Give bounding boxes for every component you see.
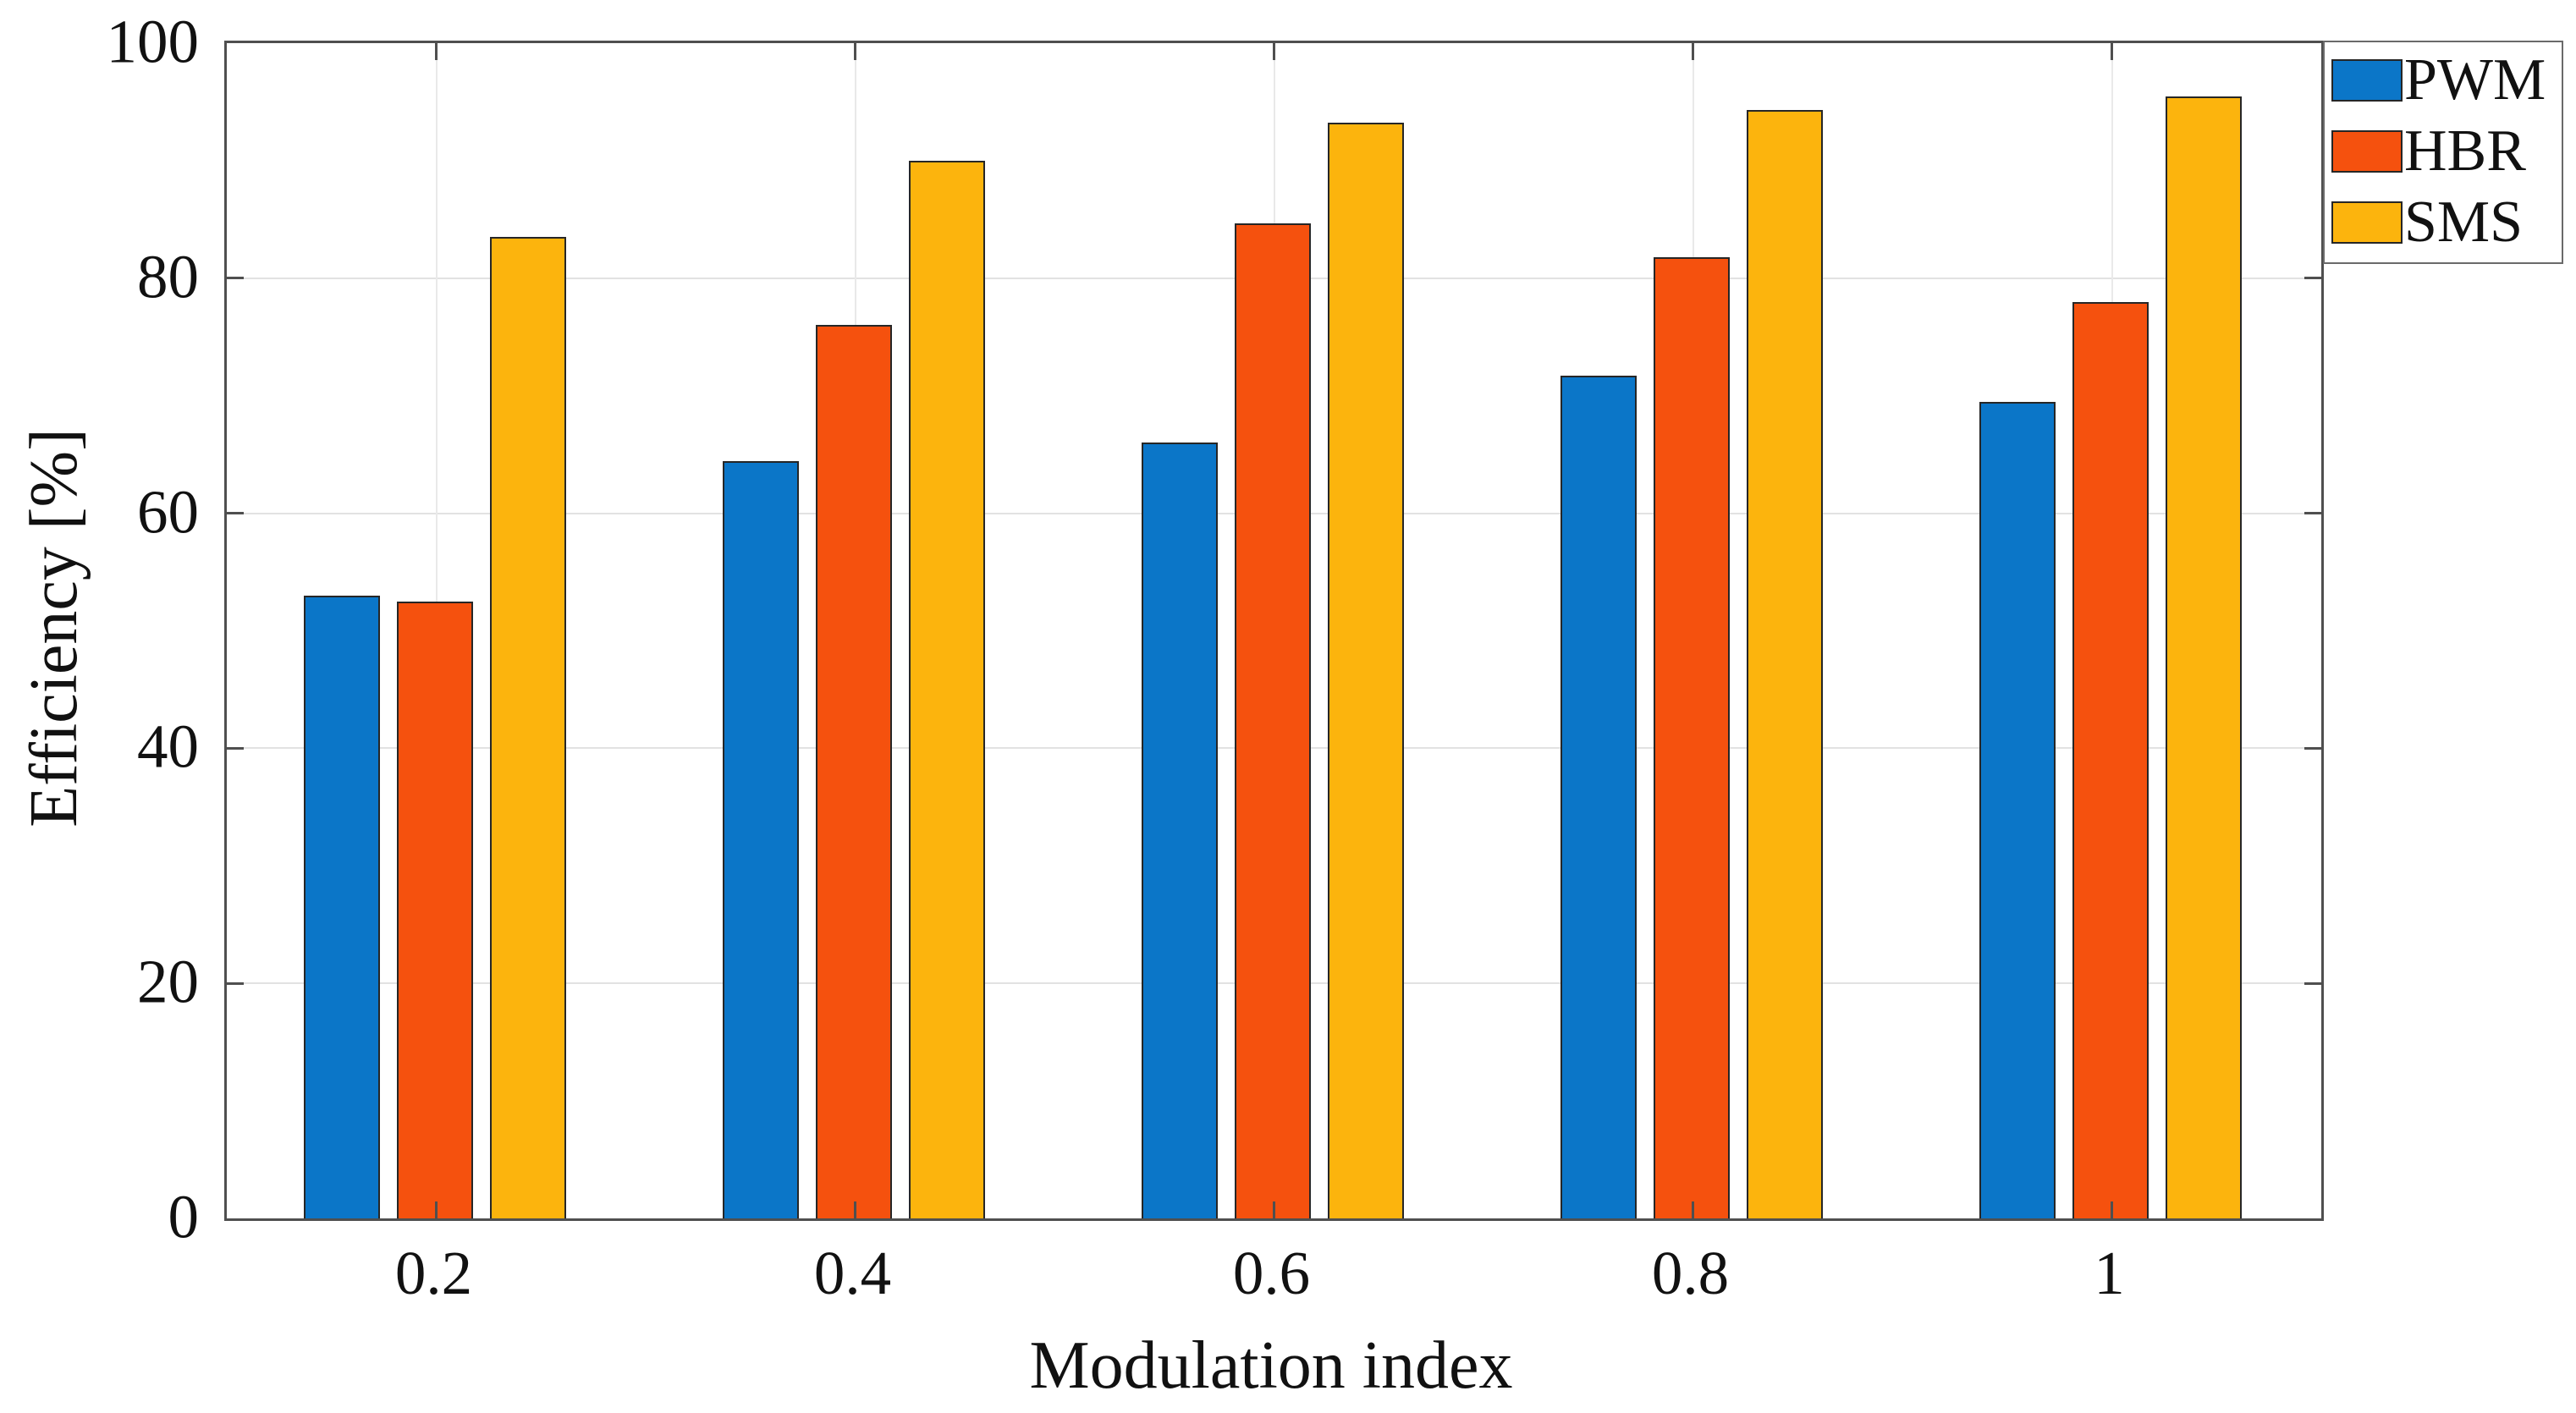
hbr-bar xyxy=(397,601,473,1218)
hbr-legend-swatch xyxy=(2331,130,2403,173)
y-tick-mark xyxy=(2304,277,2321,280)
y-tick-mark xyxy=(2304,512,2321,515)
y-tick-mark xyxy=(227,981,244,985)
x-tick-label: 0.4 xyxy=(813,1239,892,1307)
sms-legend-swatch xyxy=(2331,201,2403,244)
x-tick-mark xyxy=(435,1201,438,1218)
pwm-bar xyxy=(723,461,799,1218)
bar-group-0.4 xyxy=(646,43,1065,1218)
legend-label: SMS xyxy=(2404,190,2524,255)
legend-item-sms: SMS xyxy=(2331,193,2557,252)
x-tick-mark xyxy=(1273,43,1275,60)
y-tick-label: 100 xyxy=(106,7,200,76)
x-tick-label: 0.2 xyxy=(394,1239,473,1307)
x-tick-mark xyxy=(1692,43,1694,60)
y-tick-mark xyxy=(227,746,244,750)
x-tick-label: 1 xyxy=(2094,1239,2125,1307)
y-tick-mark xyxy=(227,277,244,280)
bar-group-0.6 xyxy=(1065,43,1483,1218)
x-axis-label: Modulation index xyxy=(1029,1328,1513,1403)
legend: PWM HBR SMS xyxy=(2323,41,2563,264)
legend-item-hbr: HBR xyxy=(2331,122,2557,181)
y-tick-label: 60 xyxy=(137,477,199,547)
pwm-bar xyxy=(1560,376,1637,1218)
y-tick-mark xyxy=(227,512,244,515)
x-tick-mark xyxy=(435,43,438,60)
sms-bar xyxy=(490,237,566,1218)
legend-label: HBR xyxy=(2404,118,2526,184)
hbr-bar xyxy=(1235,223,1311,1218)
hbr-bar xyxy=(816,325,892,1218)
pwm-bar xyxy=(1979,401,2056,1218)
pwm-legend-swatch xyxy=(2331,59,2403,102)
sms-bar xyxy=(1747,110,1823,1218)
x-tick-label: 0.6 xyxy=(1232,1239,1311,1307)
x-tick-mark xyxy=(854,43,856,60)
hbr-bar xyxy=(1654,256,1730,1218)
x-tick-mark xyxy=(1692,1201,1694,1218)
sms-bar xyxy=(909,160,985,1218)
y-tick-label: 40 xyxy=(137,712,199,781)
y-tick-mark xyxy=(2304,981,2321,985)
bar-group-0.8 xyxy=(1483,43,1902,1218)
bar-group-0.2 xyxy=(227,43,646,1218)
x-tick-label: 0.8 xyxy=(1651,1239,1730,1307)
x-tick-mark xyxy=(1273,1201,1275,1218)
legend-label: PWM xyxy=(2404,47,2546,113)
x-tick-mark xyxy=(2111,43,2113,60)
x-tick-mark xyxy=(854,1201,856,1218)
bar-group-1 xyxy=(1902,43,2321,1218)
hbr-bar xyxy=(2072,301,2149,1218)
pwm-bar xyxy=(304,595,380,1218)
y-tick-label: 0 xyxy=(168,1182,200,1251)
y-tick-mark xyxy=(2304,746,2321,750)
legend-item-pwm: PWM xyxy=(2331,51,2557,110)
plot-area xyxy=(224,41,2324,1221)
x-tick-mark xyxy=(2111,1201,2113,1218)
sms-bar xyxy=(1328,123,1404,1218)
y-tick-label: 20 xyxy=(137,947,199,1016)
y-tick-label: 80 xyxy=(137,242,199,311)
pwm-bar xyxy=(1142,443,1218,1218)
sms-bar xyxy=(2166,96,2242,1218)
